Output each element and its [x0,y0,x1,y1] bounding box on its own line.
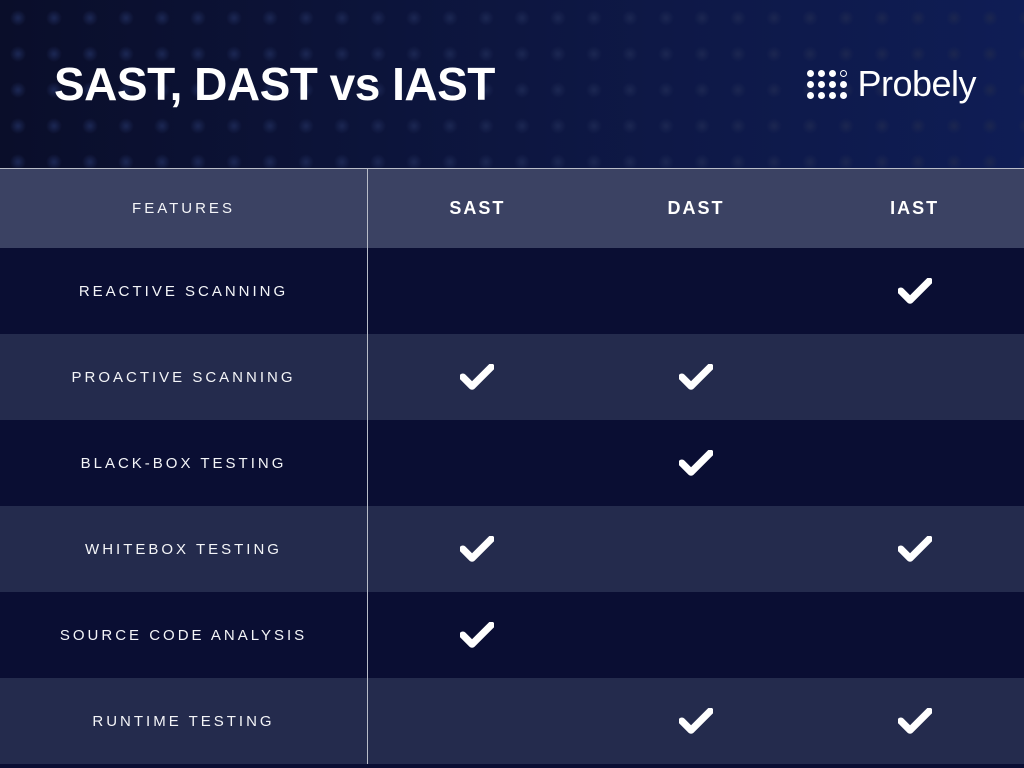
feature-value-cell [805,506,1024,592]
feature-label: WHITEBOX TESTING [0,506,368,592]
table-row: SOURCE CODE ANALYSIS [0,592,1024,678]
check-icon [898,708,932,734]
check-icon [679,364,713,390]
table-row: REACTIVE SCANNING [0,248,1024,334]
page-title: SAST, DAST vs IAST [54,57,495,111]
feature-value-cell [587,334,806,420]
check-icon [460,536,494,562]
feature-label: RUNTIME TESTING [0,678,368,764]
feature-value-cell [587,420,806,506]
feature-value-cell [805,592,1024,678]
check-icon [898,536,932,562]
table-row: PROACTIVE SCANNING [0,334,1024,420]
check-icon [898,278,932,304]
feature-value-cell [805,248,1024,334]
feature-value-cell [587,506,806,592]
feature-value-cell [368,592,587,678]
header-banner: SAST, DAST vs IAST Probely [0,0,1024,168]
table-row: BLACK-BOX TESTING [0,420,1024,506]
column-header-iast: IAST [805,198,1024,219]
table-header-row: FEATURES SAST DAST IAST [0,168,1024,248]
feature-value-cell [368,248,587,334]
feature-label: SOURCE CODE ANALYSIS [0,592,368,678]
check-icon [460,622,494,648]
check-icon [679,450,713,476]
logo-dots-icon [807,70,847,99]
feature-value-cell [587,592,806,678]
check-icon [679,708,713,734]
feature-value-cell [587,248,806,334]
comparison-table: FEATURES SAST DAST IAST REACTIVE SCANNIN… [0,168,1024,764]
feature-value-cell [368,678,587,764]
feature-value-cell [368,506,587,592]
column-header-dast: DAST [587,198,806,219]
feature-label: BLACK-BOX TESTING [0,420,368,506]
feature-value-cell [368,334,587,420]
feature-value-cell [805,678,1024,764]
column-header-sast: SAST [368,198,587,219]
table-row: RUNTIME TESTING [0,678,1024,764]
brand-logo: Probely [807,63,976,105]
feature-label: PROACTIVE SCANNING [0,334,368,420]
check-icon [460,364,494,390]
feature-label: REACTIVE SCANNING [0,248,368,334]
feature-value-cell [805,420,1024,506]
table-row: WHITEBOX TESTING [0,506,1024,592]
feature-value-cell [805,334,1024,420]
feature-value-cell [368,420,587,506]
logo-text: Probely [857,63,976,105]
feature-value-cell [587,678,806,764]
features-column-header: FEATURES [0,169,368,248]
